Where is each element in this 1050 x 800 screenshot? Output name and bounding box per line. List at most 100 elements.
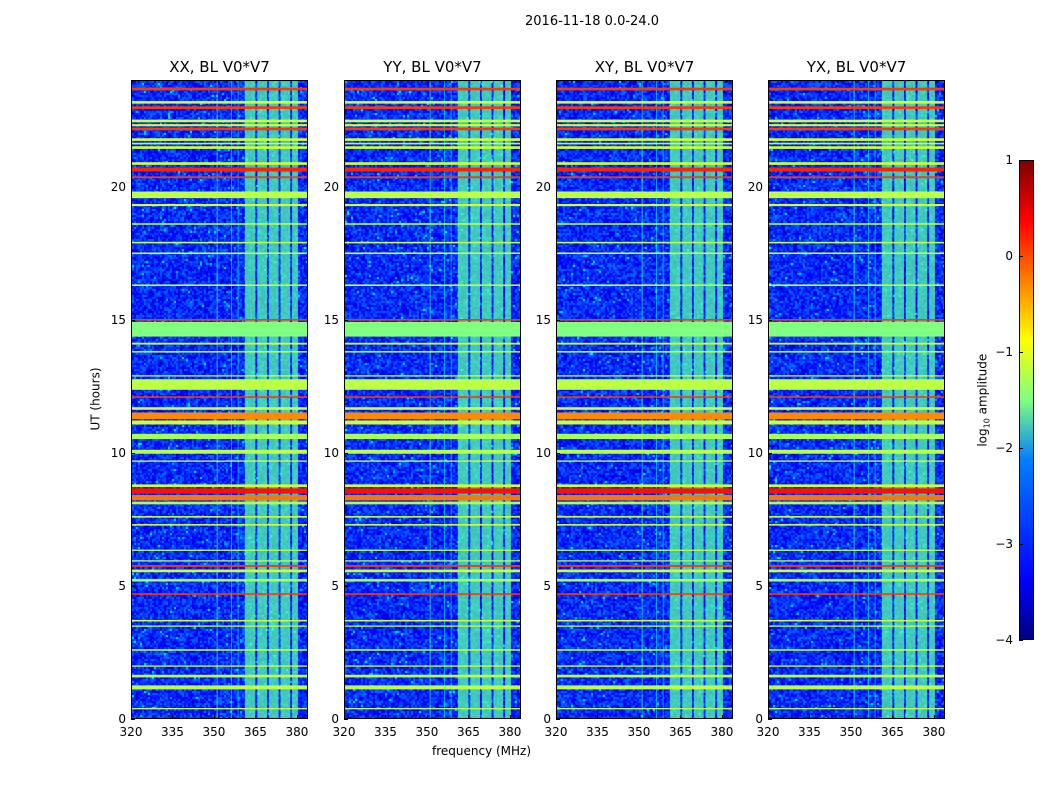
x-tick-label: 350 <box>627 725 651 739</box>
x-tick-label: 380 <box>922 725 946 739</box>
rfi-time-line <box>132 396 307 398</box>
rfi-time-line <box>132 350 307 353</box>
x-tick-label: 365 <box>244 725 267 739</box>
rfi-time-line <box>557 625 732 627</box>
rfi-time-line <box>769 241 944 244</box>
heatmap-marks <box>345 81 520 718</box>
rfi-time-line <box>769 350 944 353</box>
rfi-time-line <box>345 685 520 690</box>
rfi-time-line <box>557 412 732 420</box>
rfi-time-line <box>769 565 944 567</box>
x-tick-mark <box>892 715 894 719</box>
rfi-time-line <box>132 420 307 425</box>
rfi-time-line <box>345 407 520 410</box>
rfi-time-line <box>557 142 732 145</box>
rfi-time-line <box>132 176 307 179</box>
band-column <box>717 81 723 718</box>
heatmap-panel <box>344 80 521 719</box>
y-tick-label: 20 <box>747 179 763 194</box>
rfi-time-line <box>132 379 307 390</box>
band-column <box>268 81 279 718</box>
rfi-time-line <box>132 375 307 377</box>
rfi-time-line <box>557 516 732 518</box>
rfi-time-line <box>769 284 944 287</box>
rfi-time-line <box>769 407 944 410</box>
band-column <box>669 81 681 718</box>
y-tick-mark <box>768 585 772 587</box>
colorbar-tick-mark <box>1019 448 1023 449</box>
panel-title: YY, BL V0*V7 <box>383 58 482 76</box>
x-tick-label: 365 <box>669 725 692 739</box>
colorbar-tick-mark <box>1019 544 1023 545</box>
rfi-time-line <box>132 433 307 440</box>
rfi-channel <box>216 81 218 718</box>
rfi-time-line <box>132 619 307 622</box>
rfi-time-line <box>557 124 732 127</box>
band-column <box>244 81 256 718</box>
x-tick-mark <box>809 715 811 719</box>
y-tick-label: 5 <box>118 578 126 593</box>
rfi-time-line <box>132 578 307 582</box>
rfi-time-line <box>557 524 732 526</box>
y-tick-mark <box>556 186 560 188</box>
rfi-time-line <box>557 488 732 494</box>
rfi-time-line <box>769 106 944 109</box>
y-tick-label: 0 <box>755 712 763 726</box>
y-tick-mark <box>344 319 348 321</box>
panel-title: XX, BL V0*V7 <box>169 58 270 76</box>
rfi-time-line <box>345 167 520 172</box>
heatmap-marks <box>769 81 944 718</box>
rfi-time-line <box>345 433 520 440</box>
rfi-time-line <box>345 420 520 425</box>
y-tick-mark <box>344 585 348 587</box>
colorbar-tick-label: 1 <box>1005 153 1013 167</box>
rfi-time-line <box>769 420 944 425</box>
rfi-time-line <box>345 375 520 377</box>
rfi-time-line <box>557 138 732 141</box>
rfi-time-line <box>345 516 520 518</box>
rfi-time-line <box>132 449 307 454</box>
panel-title: XY, BL V0*V7 <box>594 58 695 76</box>
rfi-time-line <box>769 119 944 123</box>
rfi-time-line <box>557 350 732 353</box>
rfi-time-line <box>345 565 520 567</box>
rfi-time-line <box>345 488 520 494</box>
y-tick-mark <box>344 719 348 720</box>
x-tick-mark <box>131 715 132 719</box>
rfi-time-line <box>557 420 732 425</box>
rfi-time-line <box>132 565 307 567</box>
y-tick-label: 5 <box>331 578 339 593</box>
band-column <box>481 81 492 718</box>
rfi-time-line <box>769 412 944 420</box>
rfi-channel <box>231 81 233 718</box>
rfi-time-line <box>557 484 732 488</box>
heatmap-panel <box>131 80 308 719</box>
rfi-time-line <box>345 449 520 454</box>
rfi-time-line <box>345 106 520 109</box>
band-column <box>929 81 935 718</box>
colorbar-label: log10 amplitude <box>975 353 992 447</box>
rfi-time-line <box>557 319 732 321</box>
rfi-time-line <box>345 569 520 573</box>
x-tick-label: 335 <box>586 725 609 739</box>
x-tick-label: 320 <box>544 725 568 739</box>
x-tick-label: 320 <box>332 725 356 739</box>
rfi-time-line <box>769 449 944 454</box>
rfi-time-line <box>132 106 307 109</box>
y-tick-label: 10 <box>110 445 126 460</box>
figure-title: 2016-11-18 0.0-24.0 <box>525 14 659 29</box>
rfi-time-line <box>557 565 732 567</box>
x-tick-mark <box>426 715 428 719</box>
rfi-time-line <box>132 407 307 410</box>
rfi-time-line <box>769 142 944 145</box>
rfi-time-line <box>132 241 307 244</box>
y-tick-mark <box>344 452 348 454</box>
rfi-time-line <box>557 241 732 244</box>
rfi-channel <box>853 81 855 718</box>
rfi-time-line <box>345 119 520 123</box>
y-tick-mark <box>768 186 772 188</box>
x-tick-mark <box>344 715 345 719</box>
x-tick-label: 335 <box>161 725 184 739</box>
rfi-time-line <box>132 708 307 710</box>
